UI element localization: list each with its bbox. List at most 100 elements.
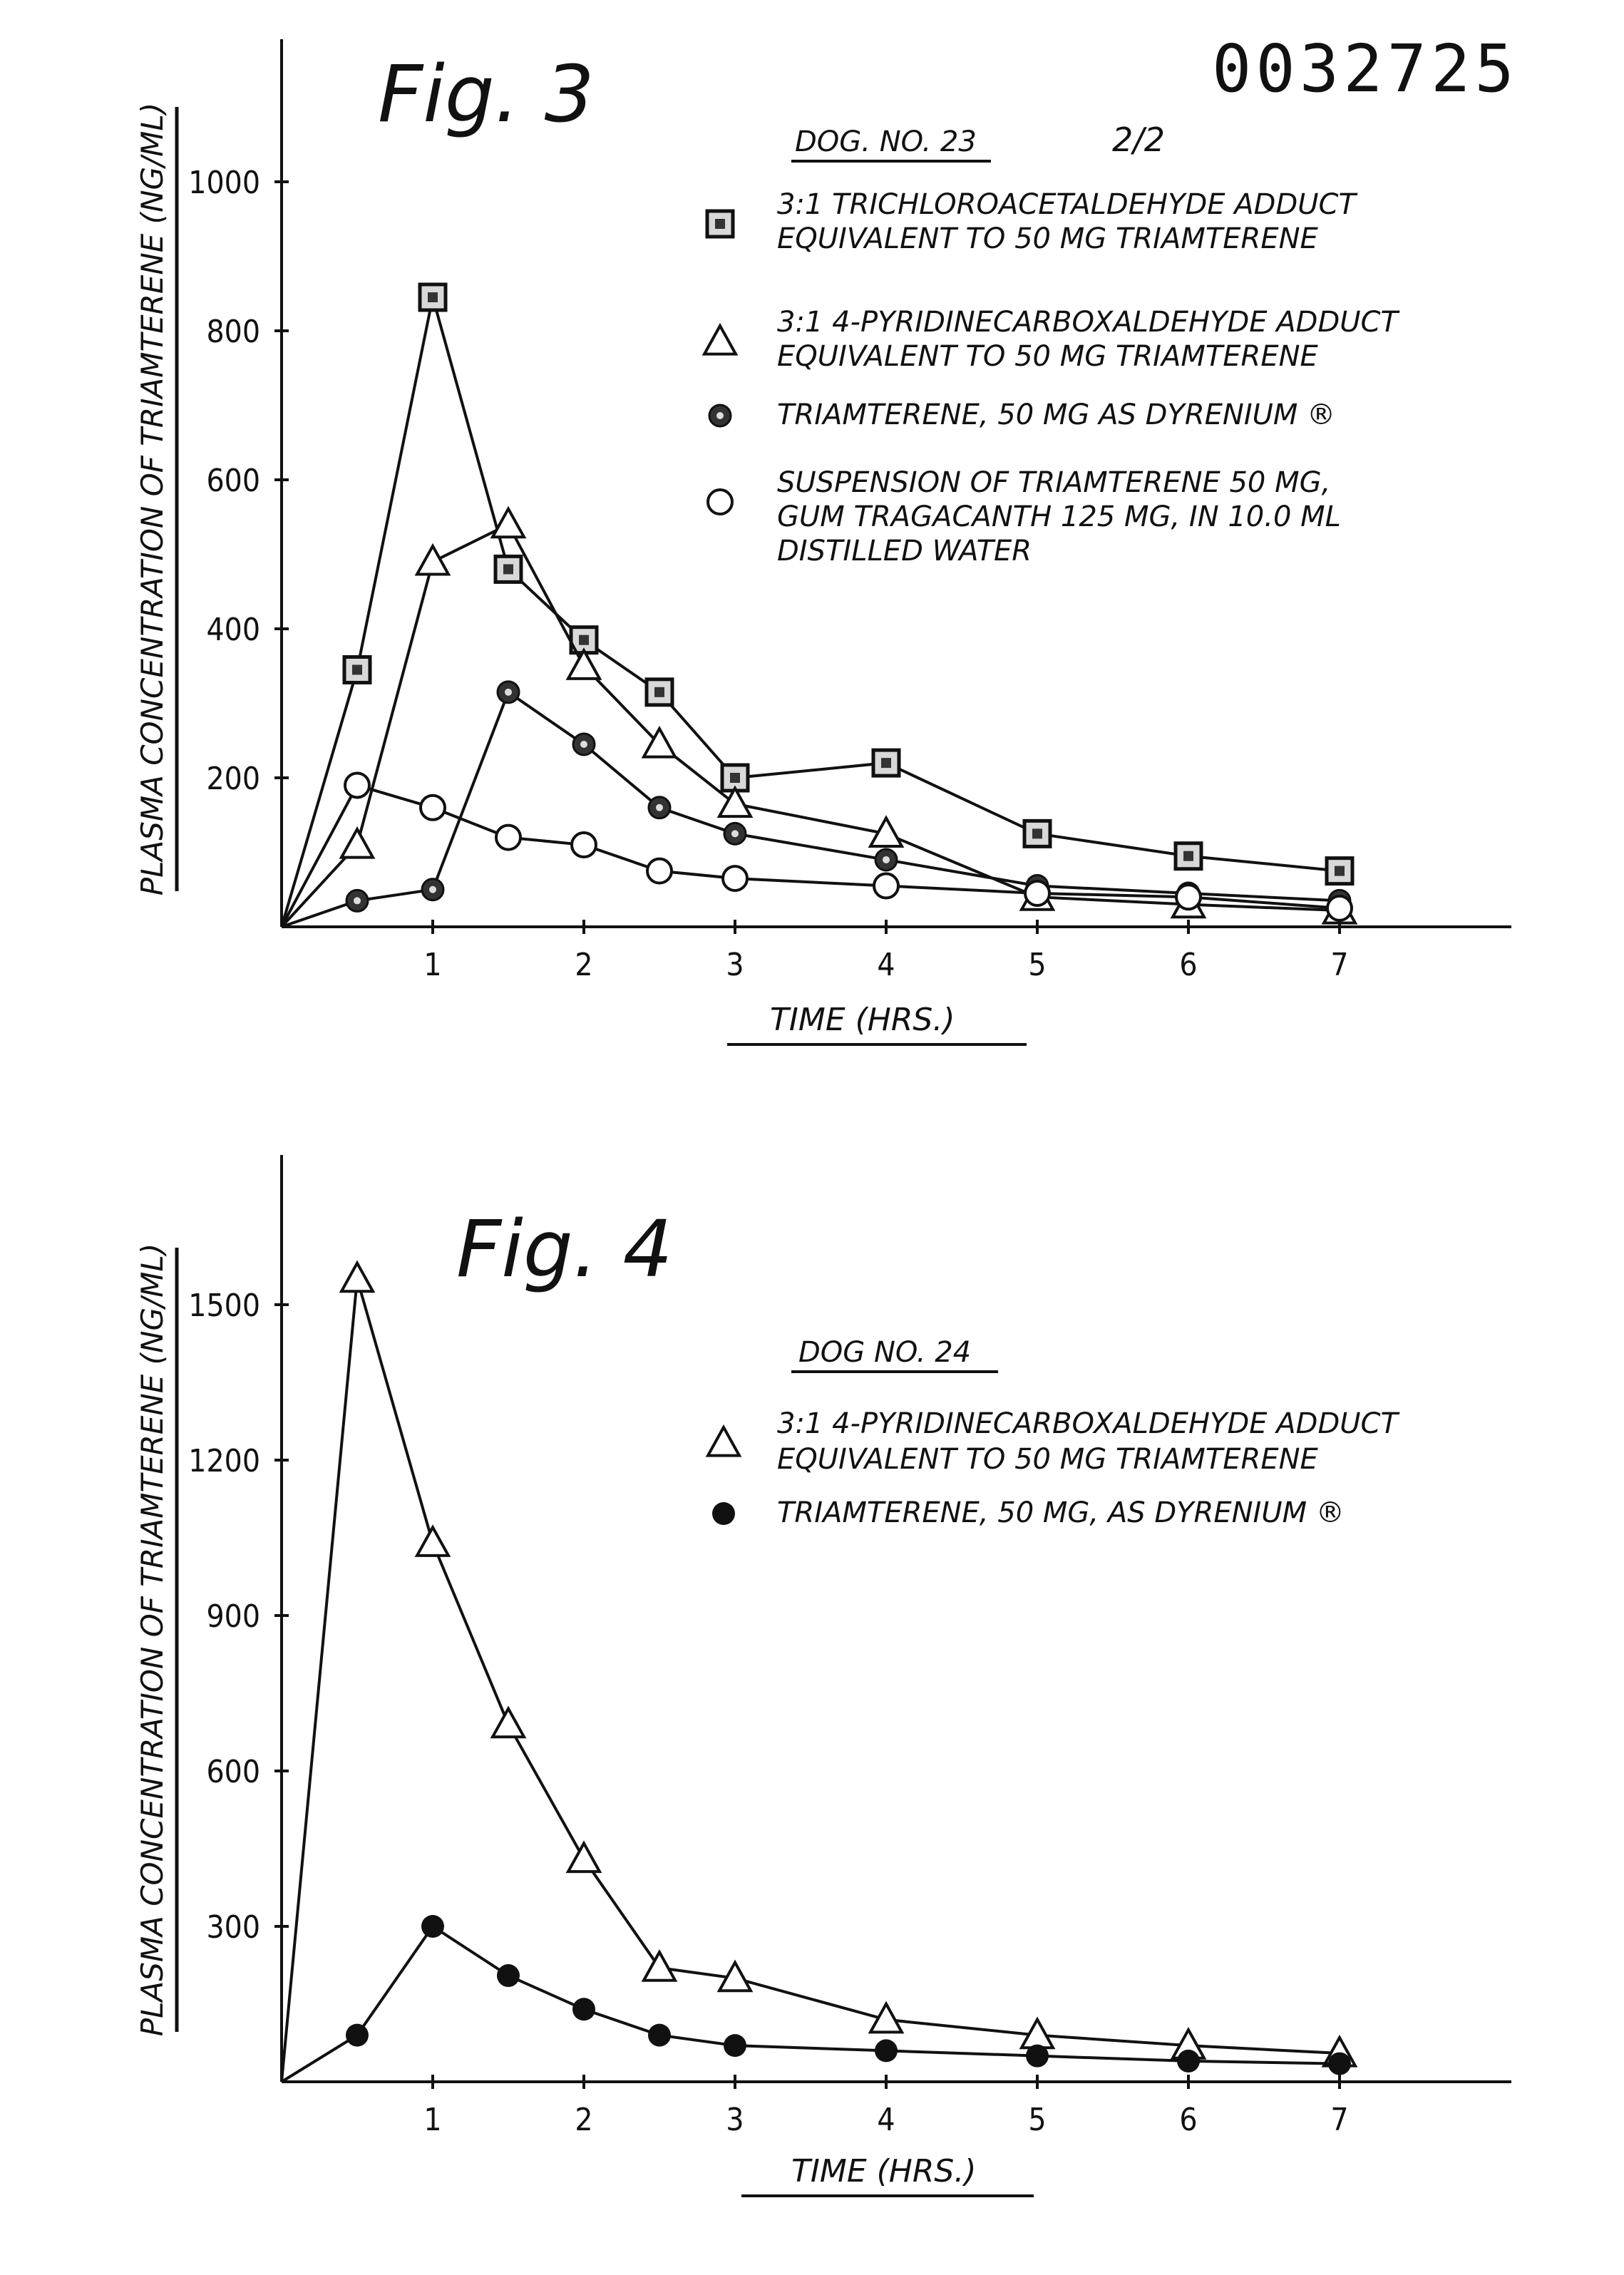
y-tick-label: 1200 [188,1443,260,1479]
data-point-0-1 [341,1263,373,1292]
data-point-3-1 [345,773,369,797]
y-tick-label: 900 [206,1598,260,1635]
data-point-2-5-core [656,804,663,811]
y-tick-label: 400 [206,612,260,648]
legend-marker-0 [708,1427,739,1456]
legend-entry-0-line-0: 3:1 4-PYRIDINECARBOXALDEHYDE ADDUCT [777,1407,1400,1440]
legend-marker-3 [708,490,732,514]
legend-marker-2-core [716,412,724,419]
data-point-0-5-core [654,687,664,697]
legend-marker-0-core [715,219,725,229]
data-point-3-6 [723,866,747,890]
data-point-0-8-core [1032,828,1042,838]
chart-subtitle: DOG NO. 24 [798,1336,971,1369]
data-point-0-5 [644,1952,675,1981]
legend-entry-3-line-0: SUSPENSION OF TRIAMTERENE 50 MG, [777,466,1330,499]
x-tick-label: 2 [575,2102,592,2138]
data-point-3-10 [1327,896,1352,920]
x-tick-label: 5 [1028,2102,1046,2138]
data-point-0-2-core [428,292,438,302]
legend-entry-1-line-1: EQUIVALENT TO 50 MG TRIAMTERENE [777,340,1319,373]
series-line-0 [282,297,1340,927]
data-point-2-3-core [505,689,512,696]
x-tick-label: 4 [877,947,895,983]
series-line-0 [282,1279,1340,2082]
legend-entry-0-line-1: EQUIVALENT TO 50 MG TRIAMTERENE [777,1443,1319,1476]
data-point-3-9 [1176,885,1201,909]
y-tick-label: 1500 [188,1288,260,1324]
data-point-3-2 [421,796,445,820]
legend-marker-1 [704,326,736,354]
data-point-1-4 [568,650,600,679]
legend-entry-0-line-1: EQUIVALENT TO 50 MG TRIAMTERENE [777,222,1319,255]
data-point-2-2-core [429,886,436,893]
data-point-3-5 [647,859,672,883]
data-point-1-8 [1026,2045,1049,2068]
legend-entry-1-line-0: 3:1 4-PYRIDINECARBOXALDEHYDE ADDUCT [777,306,1400,339]
data-point-3-8 [1025,881,1049,905]
data-point-2-4-core [580,741,587,748]
legend-entry-2-line-0: TRIAMTERENE, 50 MG AS DYRENIUM ® [777,399,1335,431]
y-tick-label: 300 [206,1909,260,1946]
data-point-0-3-core [503,564,513,574]
x-tick-label: 4 [877,2102,895,2138]
data-point-1-1 [346,2024,369,2047]
y-tick-label: 200 [206,761,260,797]
data-point-1-3 [493,509,524,538]
x-tick-label: 6 [1179,947,1197,983]
y-axis-label: PLASMA CONCENTRATION OF TRIAMTERENE (NG/… [135,103,170,895]
page-label: 2/2 [1112,120,1165,159]
x-tick-label: 5 [1028,947,1046,983]
data-point-1-2 [417,546,448,575]
x-tick-label: 7 [1330,947,1348,983]
data-point-0-7-core [881,758,891,768]
data-point-3-7 [874,874,898,898]
y-tick-label: 600 [206,1754,260,1790]
chart-title: Fig. 4 [456,1203,673,1295]
legend-entry-1-line-0: TRIAMTERENE, 50 MG, AS DYRENIUM ® [777,1496,1345,1529]
legend-entry-0-line-0: 3:1 TRICHLOROACETALDEHYDE ADDUCT [777,188,1358,221]
legend-entry-3-line-1: GUM TRAGACANTH 125 MG, IN 10.0 ML [777,500,1341,533]
y-tick-label: 1000 [188,165,260,201]
x-tick-label: 1 [423,2102,441,2138]
data-point-0-4-core [579,635,589,645]
data-point-1-9 [1177,2050,1200,2073]
data-point-1-4 [572,1998,595,2020]
x-axis-label: TIME (HRS.) [791,2153,977,2189]
data-point-1-6 [719,789,751,817]
chart-subtitle: DOG. NO. 23 [795,125,977,158]
legend-entry-3-line-2: DISTILLED WATER [777,535,1032,568]
data-point-3-3 [496,826,520,850]
data-point-2-7-core [883,856,890,863]
data-point-0-10-core [1335,866,1345,876]
figure-4-chart: Fig. 4 DOG NO. 24 300 600 900 1200 1500 1 2 3 4 5 6 7… [135,1155,1511,2196]
data-point-1-3 [497,1964,520,1987]
document-number: 0032725 [1212,31,1518,107]
data-point-2-6-core [731,830,739,837]
figure-3-chart: Fig. 3 DOG. NO. 23 200 400 600 800 1000 1 2 3 4 5 6 7… [135,39,1511,1044]
y-tick-label: 600 [206,463,260,499]
y-tick-label: 800 [206,314,260,350]
data-point-0-9-core [1183,851,1193,861]
x-tick-label: 1 [423,947,441,983]
chart-title: Fig. 3 [378,48,595,140]
x-axis-label: TIME (HRS.) [770,1002,955,1038]
x-tick-label: 7 [1330,2102,1348,2138]
x-tick-label: 6 [1179,2102,1197,2138]
data-point-0-1-core [352,664,362,674]
x-tick-label: 3 [726,2102,744,2138]
data-point-0-4 [568,1844,600,1872]
x-tick-label: 3 [726,947,744,983]
data-point-2-1-core [354,897,361,904]
x-tick-label: 2 [575,947,592,983]
data-point-3-4 [572,833,596,857]
data-point-1-6 [724,2034,746,2057]
data-point-0-3 [493,1709,524,1737]
data-point-1-7 [875,2039,898,2062]
data-point-1-1 [341,829,373,858]
data-point-1-2 [421,1915,444,1938]
data-point-0-2 [417,1527,448,1556]
y-axis-label: PLASMA CONCENTRATION OF TRIAMTERENE (NG/… [135,1243,170,2036]
data-point-1-10 [1328,2053,1351,2075]
